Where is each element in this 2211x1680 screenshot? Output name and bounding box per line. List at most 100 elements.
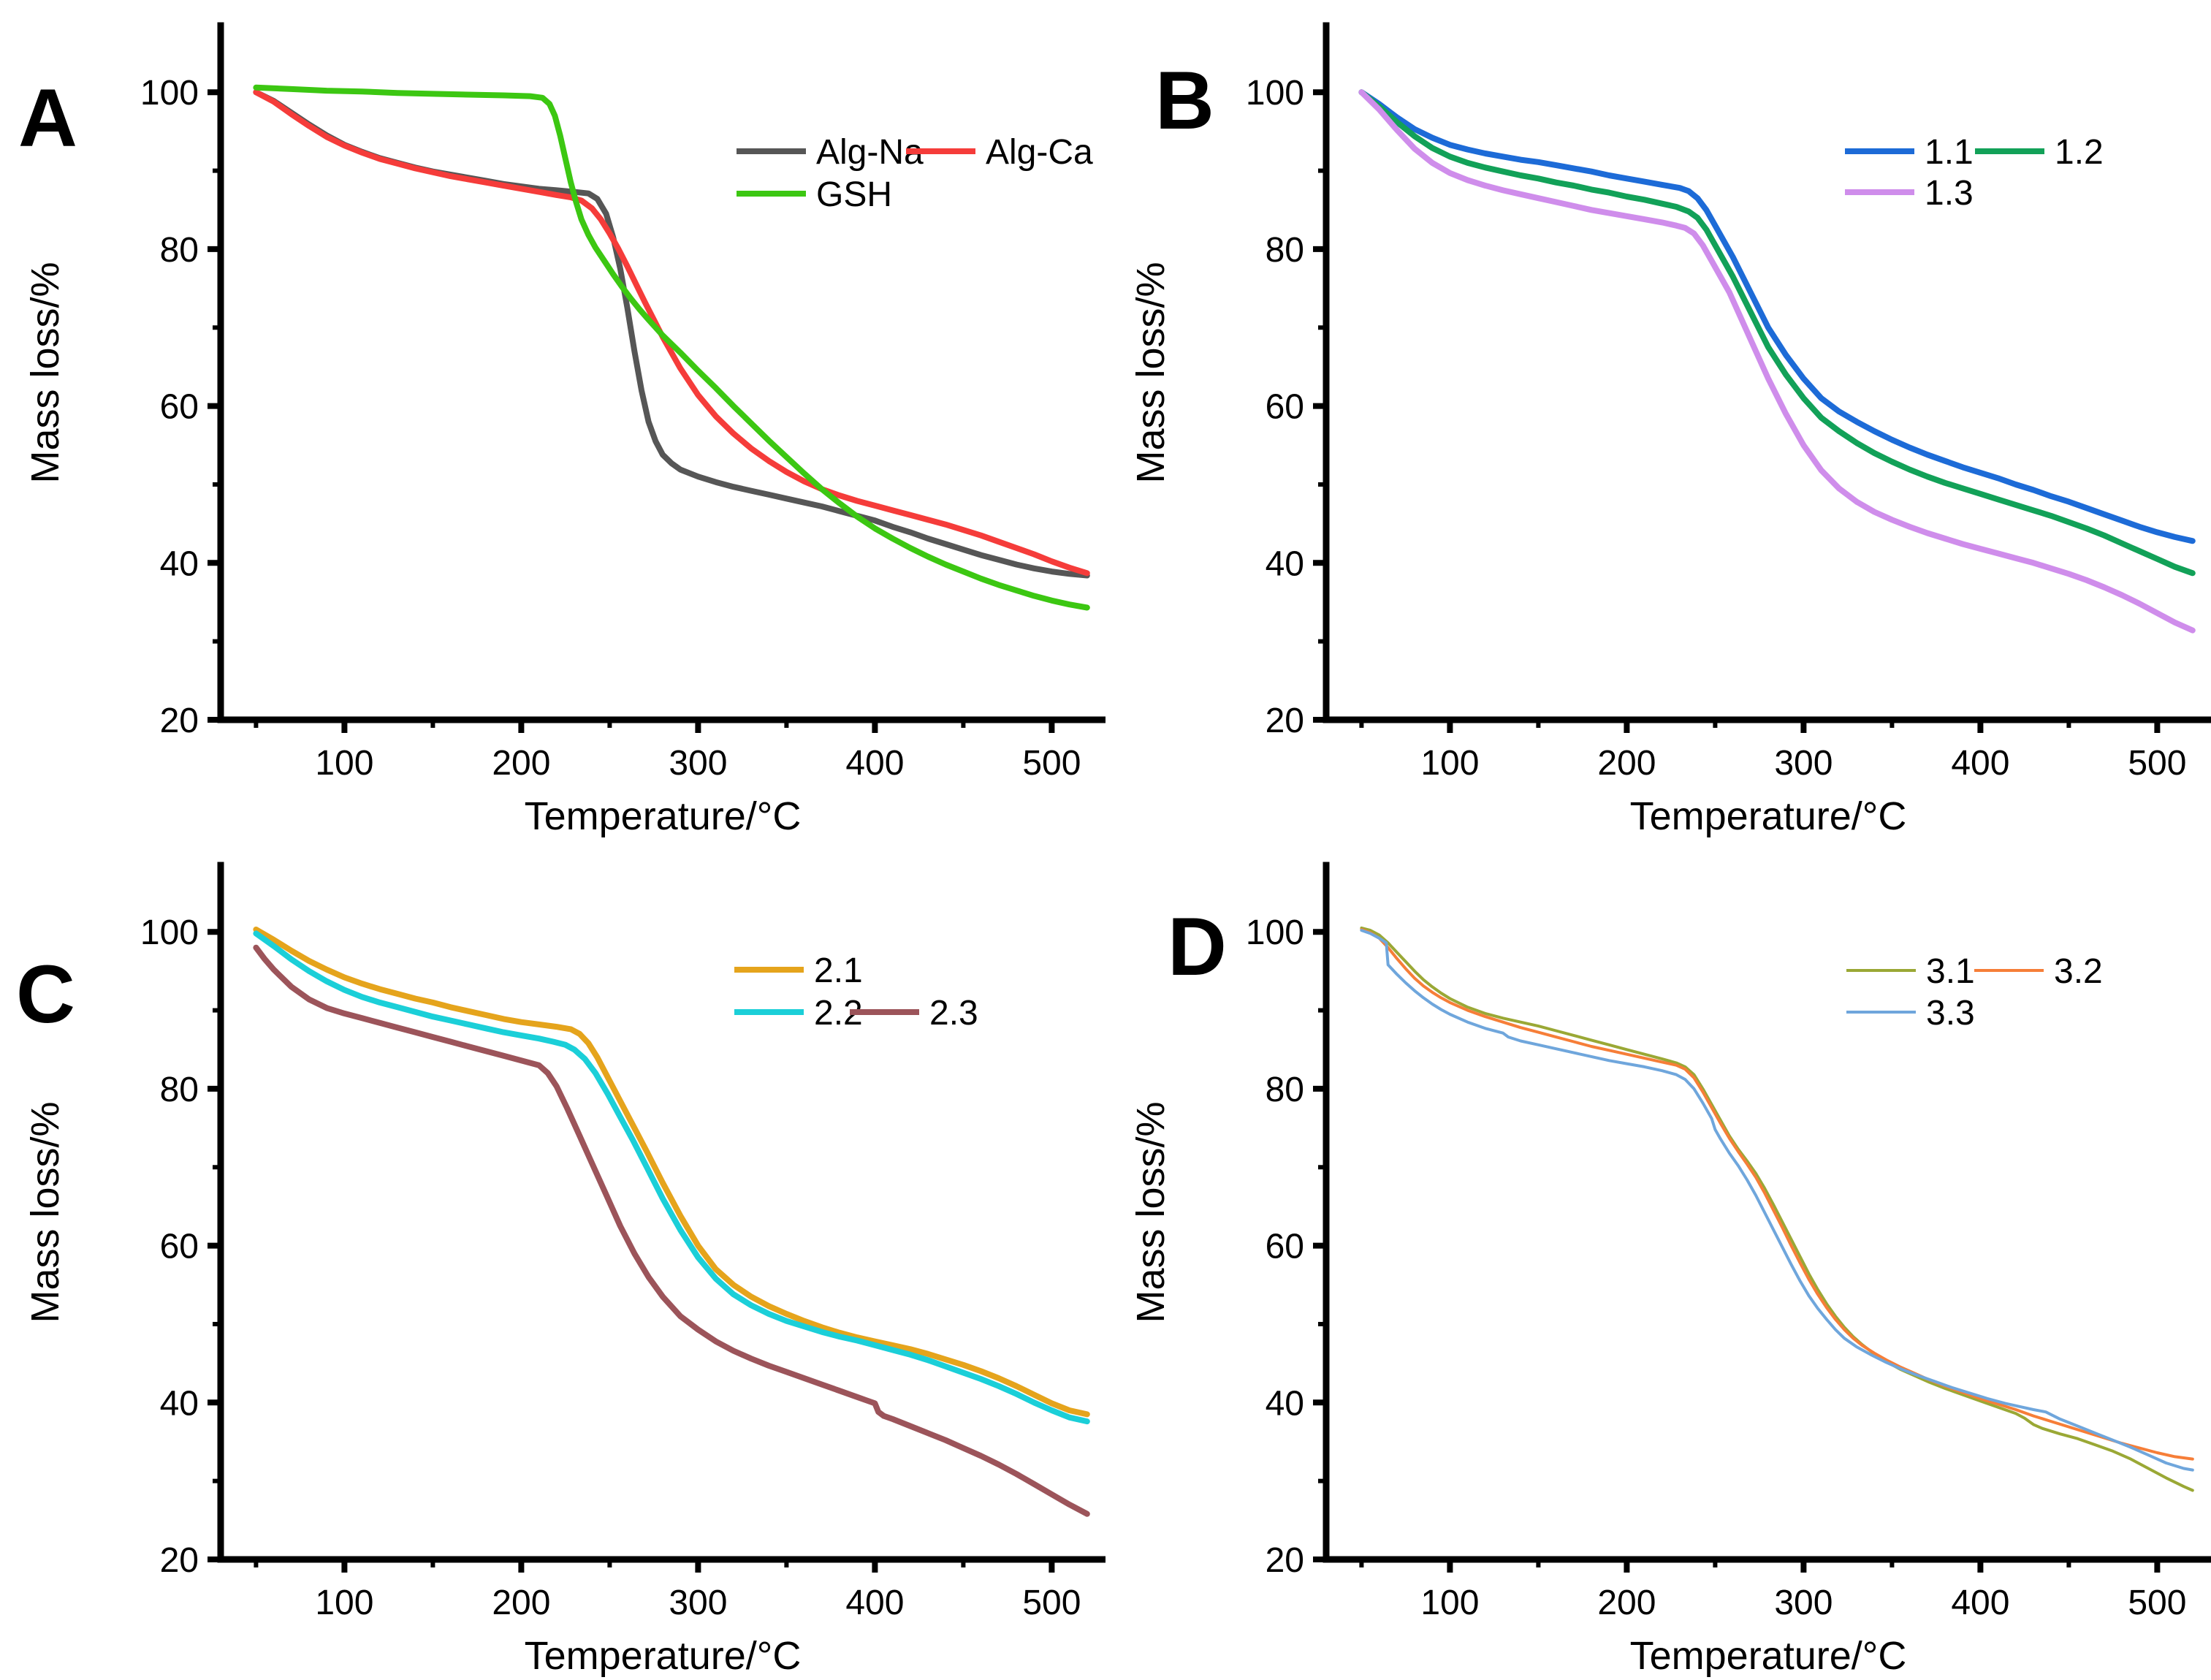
panel-letter: A xyxy=(18,72,77,164)
y-tick-label: 60 xyxy=(160,388,199,427)
y-tick-label: 100 xyxy=(1246,913,1304,952)
series-GSH xyxy=(253,84,1090,611)
panel-a: 20 40 60 80 100 100 200 300 400 500 Temperature/°C… xyxy=(0,0,1106,840)
x-axis-title: Temperature/°C xyxy=(1630,1634,1907,1678)
panel-c: 20 40 60 80 100 100 200 300 400 500 Temperature/°C… xyxy=(0,840,1106,1680)
series-3.3 xyxy=(1360,929,2194,1472)
legend-label: Alg-Ca xyxy=(986,133,1093,172)
axes: 20 40 60 80 100 100 200 300 400 500 xyxy=(140,22,1106,783)
legend-label: 1.1 xyxy=(1925,133,1974,172)
x-tick-label: 100 xyxy=(315,1584,373,1622)
legend-item: 1.3 xyxy=(1845,174,1974,213)
y-tick-label: 100 xyxy=(140,913,199,952)
legend-label: 2.1 xyxy=(814,951,863,990)
legend: 1.1 1.2 1.3 xyxy=(1845,133,2104,213)
axis-spines xyxy=(217,862,1106,1563)
x-axis-title: Temperature/°C xyxy=(525,794,802,838)
y-tick-label: 40 xyxy=(160,1384,199,1423)
panel-letter: D xyxy=(1168,901,1227,992)
series-group xyxy=(253,927,1090,1517)
x-tick-label: 400 xyxy=(1951,744,2009,783)
series-Alg-Ca xyxy=(253,89,1090,577)
y-tick-label: 80 xyxy=(160,231,199,270)
legend-item: 3.2 xyxy=(1974,952,2103,991)
y-tick-label: 20 xyxy=(1266,1541,1304,1580)
y-axis-title: Mass loss/% xyxy=(1129,1101,1173,1323)
legend: 2.1 2.2 2.3 xyxy=(734,951,978,1033)
legend: 3.1 3.2 3.3 xyxy=(1846,952,2103,1033)
series-2.3 xyxy=(253,944,1090,1517)
x-tick-label: 200 xyxy=(492,744,550,783)
series-2.2 xyxy=(253,930,1090,1425)
legend-item: Alg-Ca xyxy=(906,133,1093,172)
y-axis-title: Mass loss/% xyxy=(23,1101,67,1323)
x-tick-label: 200 xyxy=(492,1584,550,1622)
y-tick-label: 100 xyxy=(140,74,199,113)
axis-spines xyxy=(217,22,1106,723)
series-3.1 xyxy=(1360,926,2194,1492)
x-tick-label: 500 xyxy=(1022,1584,1081,1622)
y-axis-title: Mass loss/% xyxy=(1129,262,1173,483)
x-tick-label: 400 xyxy=(845,1584,904,1622)
y-tick-label: 20 xyxy=(160,702,199,740)
x-tick-label: 300 xyxy=(669,744,727,783)
series-group xyxy=(1360,926,2194,1492)
panel-a-chart: 20 40 60 80 100 100 200 300 400 500 Temperature/°C… xyxy=(18,22,1106,838)
y-tick-label: 80 xyxy=(1266,1071,1304,1109)
y-tick-label: 60 xyxy=(1266,388,1304,427)
legend-label: 3.3 xyxy=(1926,994,1975,1033)
x-axis-title: Temperature/°C xyxy=(525,1634,802,1678)
x-tick-label: 500 xyxy=(1022,744,1081,783)
series-Alg-Na xyxy=(253,89,1090,579)
y-tick-label: 40 xyxy=(1266,544,1304,583)
legend-label: Alg-Na xyxy=(816,133,924,172)
y-tick-label: 20 xyxy=(160,1541,199,1580)
y-tick-label: 20 xyxy=(1266,702,1304,740)
x-tick-label: 100 xyxy=(315,744,373,783)
series-1.2 xyxy=(1358,89,2196,577)
y-tick-label: 80 xyxy=(160,1071,199,1109)
axes: 20 40 60 80 100 100 200 300 400 500 xyxy=(140,862,1106,1622)
legend-label: 2.3 xyxy=(929,994,978,1033)
x-tick-label: 300 xyxy=(669,1584,727,1622)
panel-d-chart: 20 40 60 80 100 100 200 300 400 500 Temperature/°C… xyxy=(1129,862,2211,1678)
legend-item: Alg-Na xyxy=(737,133,924,172)
legend: Alg-Na Alg-Ca GSH xyxy=(737,133,1093,214)
x-tick-label: 500 xyxy=(2128,1584,2186,1622)
legend-item: 3.1 xyxy=(1846,952,1975,991)
x-tick-label: 500 xyxy=(2128,744,2186,783)
y-axis-title: Mass loss/% xyxy=(23,262,67,483)
legend-item: GSH xyxy=(737,175,892,214)
legend-label: GSH xyxy=(816,175,892,214)
x-tick-label: 300 xyxy=(1774,744,1833,783)
y-tick-label: 60 xyxy=(160,1228,199,1266)
x-tick-label: 100 xyxy=(1420,1584,1479,1622)
panel-b-chart: 20 40 60 80 100 100 200 300 400 500 Temperature/°C… xyxy=(1129,22,2211,838)
y-tick-label: 60 xyxy=(1266,1228,1304,1266)
y-tick-label: 100 xyxy=(1246,74,1304,113)
panel-letter: B xyxy=(1155,55,1214,146)
legend-item: 1.1 xyxy=(1845,133,1974,172)
axes: 20 40 60 80 100 100 200 300 400 500 xyxy=(1246,862,2211,1622)
series-1.1 xyxy=(1358,89,2196,544)
panel-d: 20 40 60 80 100 100 200 300 400 500 Temperature/°C… xyxy=(1106,840,2211,1680)
legend-item: 2.3 xyxy=(850,994,978,1033)
legend-item: 2.1 xyxy=(734,951,863,990)
series-2.1 xyxy=(253,927,1090,1418)
x-tick-label: 200 xyxy=(1597,1584,1656,1622)
series-1.3 xyxy=(1358,89,2196,634)
legend-label: 3.1 xyxy=(1926,952,1975,991)
x-tick-label: 400 xyxy=(1951,1584,2009,1622)
legend-label: 1.2 xyxy=(2055,133,2104,172)
y-tick-label: 40 xyxy=(1266,1384,1304,1423)
legend-label: 3.2 xyxy=(2054,952,2103,991)
panel-b: 20 40 60 80 100 100 200 300 400 500 Temperature/°C… xyxy=(1106,0,2211,840)
y-tick-label: 40 xyxy=(160,544,199,583)
panel-c-chart: 20 40 60 80 100 100 200 300 400 500 Temperature/°C… xyxy=(16,862,1106,1678)
legend-item: 1.2 xyxy=(1975,133,2104,172)
x-tick-label: 100 xyxy=(1420,744,1479,783)
legend-label: 1.3 xyxy=(1925,174,1974,213)
panel-letter: C xyxy=(16,949,75,1040)
x-tick-label: 200 xyxy=(1597,744,1656,783)
x-tick-label: 300 xyxy=(1774,1584,1833,1622)
